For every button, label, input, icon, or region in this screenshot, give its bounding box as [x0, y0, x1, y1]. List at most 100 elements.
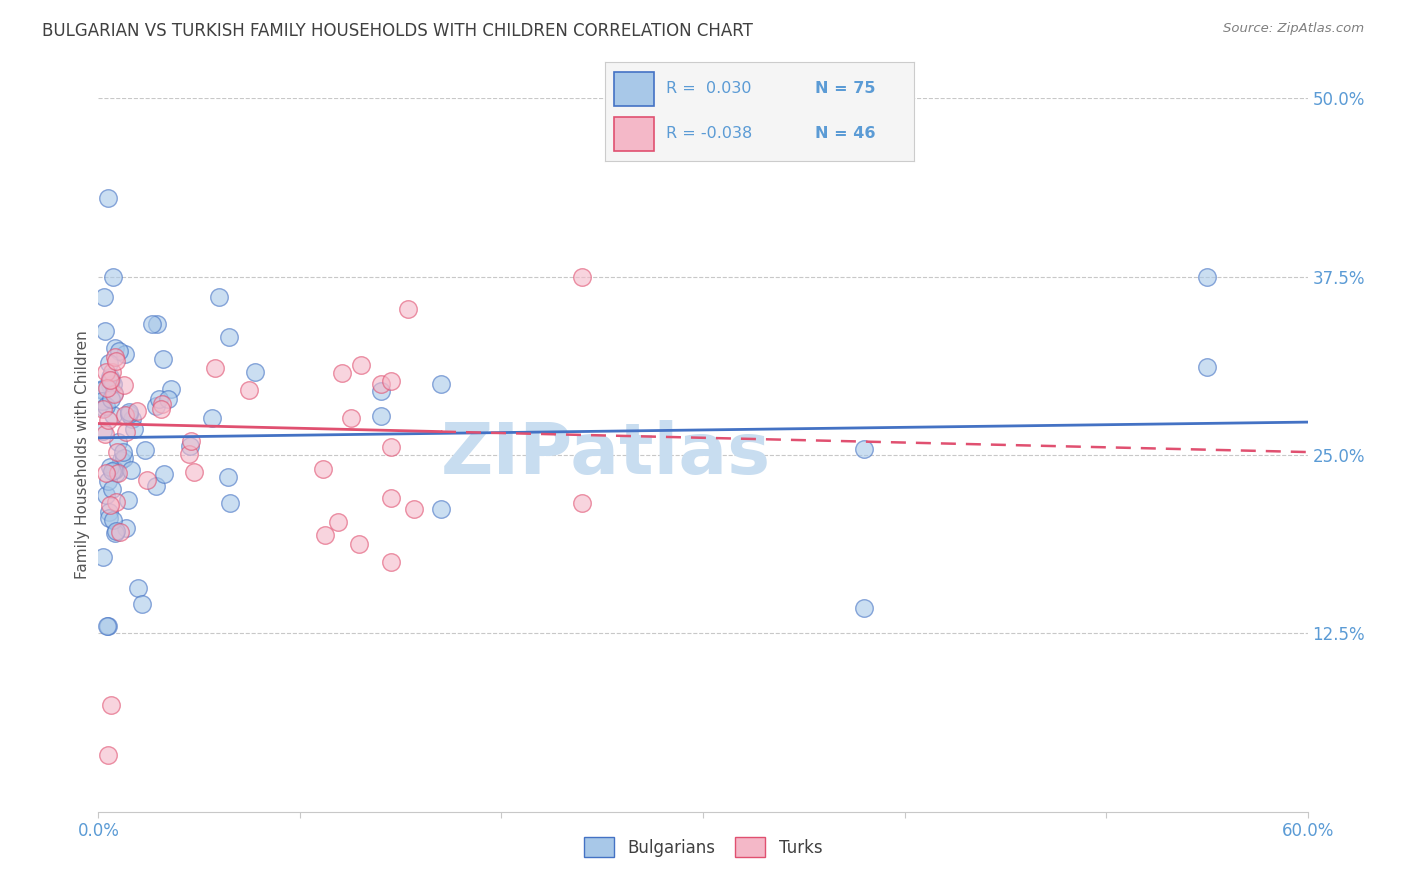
Point — [97, 191, 120, 205]
Point — [97, 510, 120, 524]
Point — [101, 464, 124, 478]
Point — [104, 525, 127, 540]
Point — [179, 447, 201, 461]
Point — [370, 376, 392, 391]
Point — [105, 444, 128, 458]
Point — [207, 290, 229, 304]
Point — [114, 409, 136, 423]
Point — [98, 373, 121, 387]
Point — [134, 443, 156, 458]
Point — [97, 747, 120, 762]
Point — [98, 498, 121, 512]
Point — [157, 392, 180, 406]
Point — [100, 482, 122, 496]
Point — [145, 400, 167, 414]
Point — [100, 372, 122, 386]
Point — [98, 378, 121, 392]
Point — [120, 463, 142, 477]
Point — [115, 425, 138, 439]
Point — [104, 463, 127, 477]
Point — [101, 376, 124, 391]
Point — [91, 424, 114, 438]
Point — [145, 317, 167, 331]
Point — [91, 549, 114, 564]
Point — [380, 555, 402, 569]
Point — [150, 402, 173, 417]
Point — [218, 329, 240, 343]
Point — [312, 462, 335, 476]
Point — [104, 495, 127, 509]
Point — [135, 473, 157, 487]
Y-axis label: Family Households with Children: Family Households with Children — [75, 331, 90, 579]
Point — [91, 402, 114, 417]
Point — [217, 470, 239, 484]
Point — [107, 434, 129, 449]
Point — [115, 521, 138, 535]
Point — [152, 352, 174, 367]
Point — [238, 383, 260, 397]
FancyBboxPatch shape — [614, 72, 654, 105]
Point — [125, 403, 148, 417]
Point — [179, 439, 201, 453]
Point — [97, 356, 120, 370]
Point — [103, 513, 125, 527]
Point — [101, 365, 124, 379]
FancyBboxPatch shape — [614, 118, 654, 151]
Point — [571, 269, 593, 284]
Point — [1195, 360, 1218, 375]
Text: BULGARIAN VS TURKISH FAMILY HOUSEHOLDS WITH CHILDREN CORRELATION CHART: BULGARIAN VS TURKISH FAMILY HOUSEHOLDS W… — [42, 22, 754, 40]
Point — [160, 382, 183, 396]
Point — [330, 366, 353, 380]
Point — [105, 466, 128, 480]
Point — [112, 377, 135, 392]
Text: R = -0.038: R = -0.038 — [666, 126, 752, 141]
Point — [853, 600, 876, 615]
Text: ZIPatlas: ZIPatlas — [441, 420, 772, 490]
Point — [219, 496, 242, 510]
Point — [108, 344, 131, 359]
Point — [96, 619, 118, 633]
Point — [105, 524, 128, 538]
Point — [1195, 269, 1218, 284]
Point — [94, 324, 117, 338]
Point — [326, 516, 349, 530]
Point — [94, 466, 117, 480]
Point — [853, 442, 876, 456]
Point — [96, 400, 118, 414]
Point — [430, 376, 453, 391]
Legend: Bulgarians, Turks: Bulgarians, Turks — [578, 830, 828, 864]
Point — [141, 318, 163, 332]
Point — [112, 451, 135, 466]
Point — [380, 440, 402, 454]
Point — [93, 401, 115, 416]
Point — [314, 528, 336, 542]
Point — [340, 411, 363, 425]
Point — [94, 488, 117, 502]
Point — [122, 422, 145, 436]
Text: Source: ZipAtlas.com: Source: ZipAtlas.com — [1223, 22, 1364, 36]
Point — [350, 358, 373, 372]
Point — [127, 581, 149, 595]
Point — [145, 479, 167, 493]
Point — [204, 361, 226, 376]
Point — [380, 491, 402, 505]
Point — [114, 347, 136, 361]
Text: R =  0.030: R = 0.030 — [666, 81, 752, 96]
Point — [201, 410, 224, 425]
Point — [101, 269, 124, 284]
Point — [118, 405, 141, 419]
Point — [103, 463, 125, 477]
Point — [93, 290, 115, 304]
Point — [91, 394, 114, 409]
Point — [103, 387, 125, 401]
Point — [103, 341, 125, 355]
Point — [118, 407, 141, 421]
Point — [94, 426, 117, 441]
Point — [108, 525, 131, 540]
Point — [571, 496, 593, 510]
Point — [150, 397, 173, 411]
Point — [98, 506, 121, 520]
Text: N = 75: N = 75 — [815, 81, 876, 96]
Point — [370, 384, 392, 398]
Point — [153, 467, 176, 481]
